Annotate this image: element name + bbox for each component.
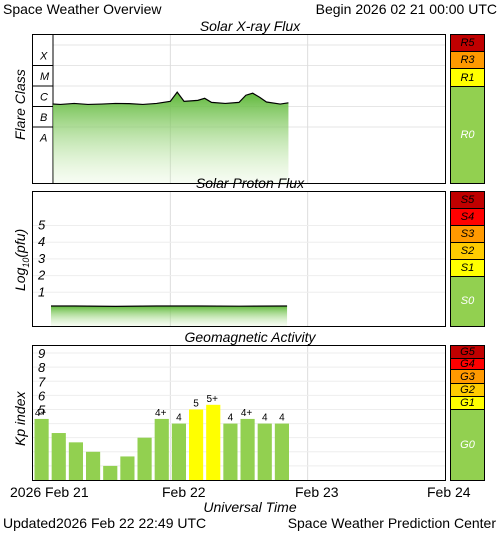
xray-ylabel: Flare Class (12, 69, 28, 140)
scale-cell-s1: S1 (451, 260, 484, 277)
scale-cell-g4: G4 (451, 359, 484, 370)
proton-y-tick: 4 (38, 234, 45, 249)
flare-class-label: A (39, 132, 47, 144)
x-tick-feb21: 2026 Feb 21 (10, 484, 89, 500)
scale-cell-s4: S4 (451, 209, 484, 226)
kp-bar (51, 433, 66, 480)
flare-class-label: C (40, 91, 48, 103)
kp-y-tick: 9 (38, 346, 45, 361)
proton-flux-area (51, 306, 288, 326)
kp-bar (68, 442, 83, 480)
kp-bar (171, 423, 186, 480)
proton-y-tick: 3 (38, 251, 46, 266)
kp-ylabel: Kp index (12, 391, 28, 446)
scale-cell-g3: G3 (451, 370, 484, 384)
proton-ylabel: Log10(pfu) (12, 228, 31, 291)
proton-scale: S5 S4 S3 S2 S1 S0 (450, 191, 485, 327)
kp-bar (257, 423, 272, 480)
kp-bar (137, 437, 152, 480)
x-tick-feb22: Feb 22 (162, 484, 206, 500)
kp-bar-label: 5+ (207, 394, 219, 405)
kp-bar-label: 4 (176, 413, 182, 424)
kp-bar (223, 423, 238, 480)
x-axis-label: Universal Time (203, 499, 297, 515)
flare-class-label: X (39, 50, 48, 62)
kp-bar (240, 418, 255, 480)
scale-cell-g0: G0 (451, 410, 484, 480)
proton-y-tick: 1 (38, 284, 45, 299)
org-name: Space Weather Prediction Center (287, 515, 496, 531)
page-title: Space Weather Overview (3, 1, 162, 17)
x-tick-feb24: Feb 24 (427, 484, 471, 500)
updated-stamp: Updated2026 Feb 22 22:49 UTC (3, 515, 207, 531)
kp-plot: 9876543214+4+455+44+44 (33, 346, 445, 480)
xray-title: Solar X-ray Flux (199, 18, 301, 34)
proton-y-tick: 5 (38, 218, 46, 233)
xray-scale: R5 R3 R1 R0 (450, 34, 485, 184)
kp-bar (103, 465, 118, 480)
kp-y-tick: 5 (38, 402, 46, 417)
scale-cell-r0: R0 (451, 87, 484, 183)
xray-flux-area (53, 92, 289, 183)
proton-plot: 54 3 21 (33, 192, 445, 326)
kp-bar (120, 456, 135, 480)
kp-bar-label: 4+ (35, 408, 47, 419)
scale-cell-r5: R5 (451, 35, 484, 52)
scale-cell-s0: S0 (451, 277, 484, 326)
x-tick-feb23: Feb 23 (295, 484, 339, 500)
xray-flux-line (52, 91, 289, 106)
scale-cell-g1: G1 (451, 397, 484, 410)
scale-cell-g2: G2 (451, 384, 484, 397)
kp-bar-label: 4+ (155, 408, 167, 419)
kp-bar (154, 418, 169, 480)
scale-cell-r1: R1 (451, 69, 484, 87)
kp-y-tick: 6 (38, 388, 46, 403)
flare-class-label: M (40, 71, 50, 83)
kp-bar (274, 423, 289, 480)
kp-bar (189, 409, 204, 480)
scale-cell-s5: S5 (451, 192, 484, 209)
kp-bar-label: 4 (228, 413, 234, 424)
proton-y-tick: 2 (37, 268, 46, 283)
kp-bar (34, 418, 49, 480)
scale-cell-r3: R3 (451, 52, 484, 69)
kp-bar-label: 4 (279, 413, 285, 424)
kp-bar (86, 451, 101, 480)
flare-class-label: B (40, 112, 47, 124)
proton-title: Solar Proton Flux (195, 175, 305, 191)
scale-cell-s3: S3 (451, 226, 484, 243)
scale-cell-g5: G5 (451, 346, 484, 359)
begin-time: Begin 2026 02 21 00:00 UTC (315, 1, 497, 17)
kp-bar-label: 5 (193, 398, 199, 409)
scale-cell-s2: S2 (451, 243, 484, 260)
kp-scale: G5 G4 G3 G2 G1 G0 (450, 345, 485, 481)
kp-y-tick: 7 (38, 374, 46, 389)
kp-bar-label: 4 (262, 413, 268, 424)
kp-bar-label: 4+ (241, 408, 253, 419)
kp-y-tick: 8 (38, 360, 46, 375)
kp-bar (206, 404, 221, 480)
kp-panel: 9876543214+4+455+44+44 (32, 345, 446, 481)
kp-title: Geomagnetic Activity (184, 329, 316, 345)
